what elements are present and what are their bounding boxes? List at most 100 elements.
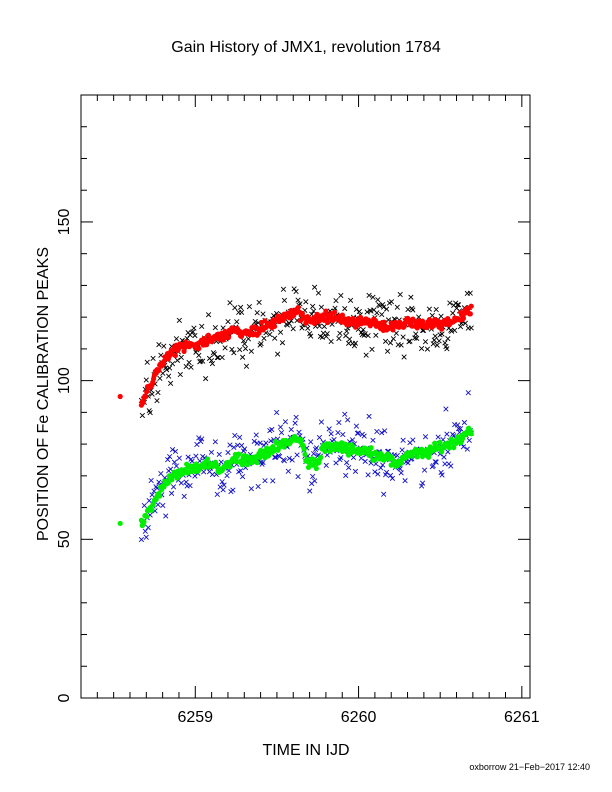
data-point-series-0 [388, 299, 395, 305]
data-point-series-2 [382, 428, 388, 434]
data-point-series-2 [444, 431, 450, 437]
data-point-series-0 [436, 338, 442, 344]
data-point-series-0 [347, 297, 354, 304]
data-point-series-0 [394, 304, 400, 310]
data-point-series-2 [142, 528, 148, 534]
data-point-series-3 [458, 440, 464, 446]
data-point-series-0 [430, 341, 436, 347]
data-point-series-2 [316, 434, 323, 441]
data-point-series-0 [455, 302, 462, 308]
data-point-series-1 [331, 309, 338, 315]
data-point-series-3 [302, 451, 308, 458]
data-point-series-0 [383, 306, 390, 312]
data-point-series-3 [298, 437, 305, 443]
data-point-series-0 [208, 357, 215, 364]
data-point-series-0 [365, 333, 371, 339]
data-point-series-2 [310, 473, 316, 480]
data-point-series-0 [374, 310, 380, 316]
data-point-series-2 [460, 444, 467, 450]
data-point-series-2 [285, 468, 291, 474]
chart-title: Gain History of JMX1, revolution 1784 [171, 39, 441, 56]
data-point-series-2 [251, 438, 257, 444]
data-point-series-2 [273, 454, 279, 460]
data-point-series-0 [375, 297, 381, 303]
data-point-series-2 [149, 492, 155, 498]
data-point-series-2 [398, 470, 404, 476]
data-point-series-0 [150, 355, 156, 362]
data-point-series-2 [231, 444, 237, 450]
data-point-series-3 [439, 449, 445, 455]
data-point-series-0 [227, 300, 233, 306]
data-point-series-2 [216, 451, 222, 458]
data-point-series-2 [361, 433, 367, 439]
y-axis-label: POSITION OF Fe CALIBRATION PEAKS [35, 247, 52, 541]
data-point-series-0 [398, 342, 404, 348]
data-point-series-2 [307, 488, 313, 494]
data-point-series-2 [181, 493, 187, 499]
data-point-series-2 [196, 435, 202, 441]
data-point-series-2 [288, 426, 294, 433]
data-point-series-2 [335, 429, 341, 436]
data-point-series-0 [360, 327, 366, 333]
data-point-series-0 [387, 340, 394, 346]
data-point-series-2 [145, 524, 151, 531]
data-point-series-0 [174, 357, 181, 363]
data-point-series-0 [214, 354, 220, 361]
data-point-series-0 [457, 324, 464, 330]
data-point-series-1 [143, 394, 149, 400]
data-point-series-2 [344, 459, 350, 466]
data-point-series-2 [343, 472, 349, 479]
data-point-series-2 [378, 465, 384, 471]
data-point-series-2 [156, 479, 162, 485]
data-point-series-0 [332, 305, 338, 311]
data-point-series-2 [277, 424, 284, 430]
data-point-series-0 [169, 361, 176, 367]
data-point-series-2 [199, 436, 205, 442]
data-point-series-0 [318, 304, 325, 310]
data-point-series-0 [454, 302, 461, 308]
data-point-series-0 [468, 325, 474, 331]
data-point-series-2 [405, 460, 411, 466]
data-point-series-0 [467, 290, 473, 296]
data-point-series-2 [345, 417, 351, 423]
data-point-series-0 [310, 308, 317, 314]
data-point-series-2 [286, 455, 292, 462]
data-point-series-2 [208, 449, 215, 455]
data-point-series-0 [205, 312, 212, 318]
data-point-series-0 [191, 325, 197, 331]
data-point-series-3 [322, 448, 328, 455]
data-point-series-0 [393, 330, 399, 336]
data-point-series-0 [248, 348, 254, 354]
data-point-series-3 [318, 454, 324, 460]
data-point-series-0 [154, 398, 160, 404]
data-point-series-0 [328, 338, 334, 345]
data-point-series-2 [221, 482, 227, 488]
data-point-series-2 [418, 483, 425, 489]
data-point-series-3 [368, 445, 374, 451]
data-point-series-0 [258, 341, 264, 347]
data-point-series-2 [394, 452, 400, 459]
data-point-series-0 [279, 340, 286, 346]
data-point-series-0 [370, 294, 376, 300]
data-point-series-3 [451, 444, 457, 451]
data-point-series-1 [467, 311, 473, 317]
data-point-series-0 [293, 288, 299, 295]
data-point-series-0 [305, 325, 311, 331]
data-point-series-2 [457, 426, 464, 432]
data-point-series-2 [220, 487, 226, 493]
data-point-series-0 [222, 345, 228, 351]
data-point-series-2 [442, 461, 448, 467]
data-point-series-0 [192, 332, 198, 339]
data-point-series-2 [193, 453, 199, 459]
data-point-series-1 [295, 304, 301, 311]
data-point-series-2 [362, 458, 368, 465]
data-point-series-0 [229, 346, 235, 352]
data-point-series-0 [234, 319, 240, 325]
data-point-series-0 [408, 294, 414, 300]
data-point-series-0 [239, 309, 245, 315]
data-point-series-2 [311, 478, 318, 484]
data-point-series-0 [324, 330, 330, 337]
data-point-series-0 [410, 307, 416, 313]
data-point-series-2 [281, 458, 288, 464]
data-point-series-2 [461, 419, 468, 426]
